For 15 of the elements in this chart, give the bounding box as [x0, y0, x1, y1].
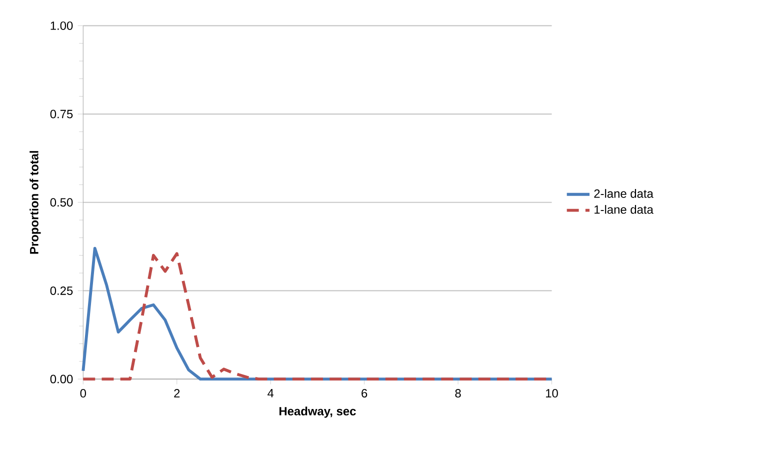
y-tick-label: 1.00 [50, 22, 73, 30]
x-tick-label: 4 [268, 389, 274, 398]
legend-label: 1-lane data [594, 205, 654, 214]
x-tick-label: 6 [362, 389, 368, 398]
x-axis-title: Headway, sec [279, 406, 356, 418]
x-tick-label: 10 [546, 389, 558, 398]
y-axis-title: Proportion of total [30, 151, 41, 254]
y-tick-label: 0.50 [50, 198, 73, 207]
y-tick-label: 0.25 [50, 286, 73, 296]
legend-label: 2-lane data [594, 189, 654, 198]
y-tick-label: 0.00 [50, 374, 73, 384]
y-tick-label: 0.75 [50, 110, 73, 118]
x-tick-label: 8 [455, 389, 461, 398]
x-tick-label: 0 [80, 389, 86, 398]
x-tick-label: 2 [174, 389, 180, 398]
